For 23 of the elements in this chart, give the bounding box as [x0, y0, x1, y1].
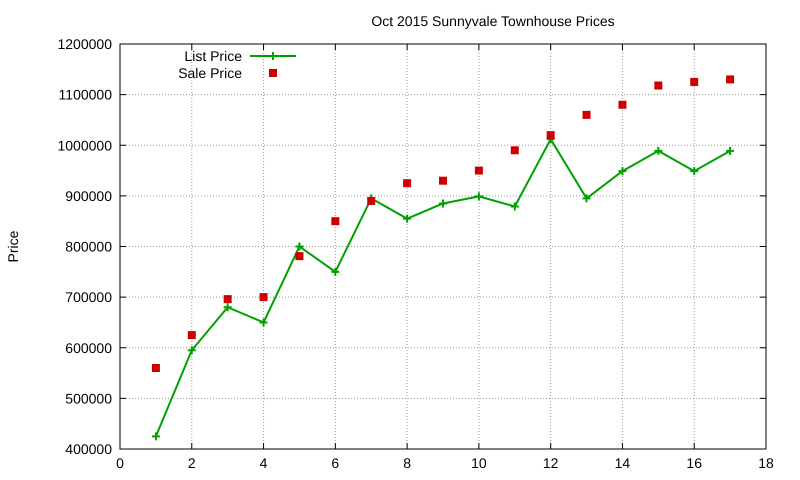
x-tick-label: 0: [116, 455, 124, 471]
y-tick-label: 500000: [65, 390, 112, 406]
y-tick-label: 1000000: [57, 137, 112, 154]
legend-label: List Price: [184, 48, 242, 64]
x-tick-label: 14: [614, 455, 630, 471]
x-tick-label: 8: [403, 455, 412, 471]
chart-title: Oct 2015 Sunnyvale Townhouse Prices: [371, 13, 615, 29]
y-tick-label: 400000: [65, 441, 112, 457]
x-tick-label: 2: [188, 455, 196, 471]
y-tick-label: 1200000: [57, 36, 112, 52]
y-axis-title: Price: [5, 230, 21, 262]
x-tick-label: 10: [471, 455, 487, 471]
y-tick-label: 700000: [65, 289, 112, 306]
x-tick-label: 12: [542, 455, 559, 471]
y-tick-label: 1100000: [58, 86, 112, 103]
x-tick-label: 16: [686, 455, 702, 471]
x-tick-label: 6: [331, 455, 340, 471]
y-tick-label: 600000: [65, 340, 112, 356]
y-tick-label: 900000: [65, 188, 112, 204]
legend-label: Sale Price: [178, 65, 242, 81]
y-tick-label: 800000: [65, 238, 112, 254]
x-tick-label: 18: [758, 455, 774, 471]
x-tick-label: 4: [260, 455, 268, 471]
